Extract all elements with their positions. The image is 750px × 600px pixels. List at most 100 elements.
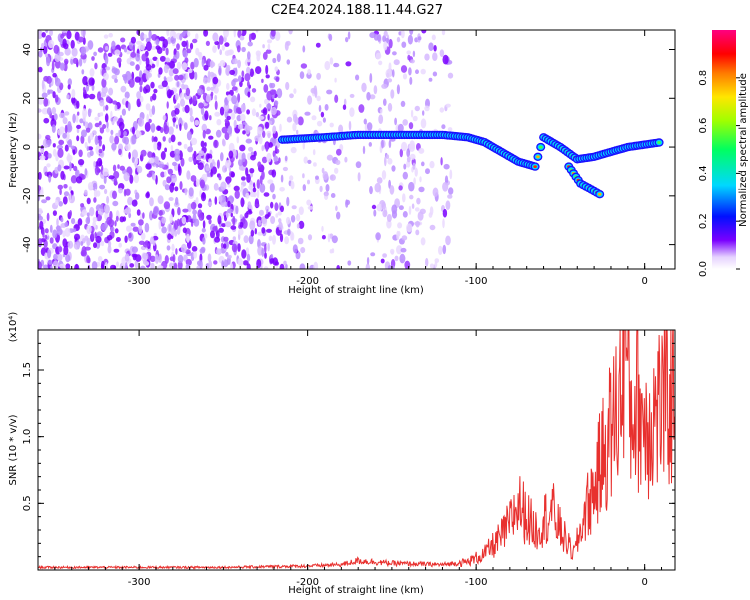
noise-speckle <box>151 34 158 41</box>
noise-speckle <box>269 89 276 95</box>
noise-speckle <box>267 242 270 252</box>
noise-speckle <box>127 102 131 112</box>
noise-speckle <box>60 170 65 180</box>
noise-speckle <box>241 46 246 53</box>
noise-speckle <box>221 45 225 51</box>
noise-speckle <box>192 213 197 224</box>
noise-speckle <box>254 203 260 208</box>
noise-speckle <box>159 55 166 62</box>
noise-speckle <box>442 244 447 255</box>
noise-speckle <box>140 149 147 157</box>
noise-speckle <box>257 231 263 236</box>
noise-speckle <box>357 172 361 182</box>
noise-speckle <box>184 187 188 196</box>
noise-speckle <box>249 168 255 174</box>
noise-speckle <box>49 224 53 233</box>
noise-speckle <box>420 68 426 75</box>
noise-speckle <box>47 89 51 95</box>
noise-speckle <box>91 261 98 269</box>
noise-speckle <box>240 103 246 113</box>
noise-speckle <box>278 157 281 164</box>
snr-x-tick-label: -300 <box>128 577 151 588</box>
noise-speckle <box>270 216 276 224</box>
noise-speckle <box>191 246 198 252</box>
noise-speckle <box>216 119 222 126</box>
noise-speckle <box>167 36 172 45</box>
noise-speckle <box>121 108 126 116</box>
noise-speckle <box>322 117 326 123</box>
noise-speckle <box>114 104 118 112</box>
noise-speckle <box>147 151 153 158</box>
noise-speckle <box>227 208 234 214</box>
noise-speckle <box>54 77 61 87</box>
noise-speckle <box>193 150 197 159</box>
noise-speckle <box>41 79 45 90</box>
noise-speckle <box>102 167 109 177</box>
noise-speckle <box>239 80 243 88</box>
noise-speckle <box>316 95 321 102</box>
noise-speckle <box>120 85 127 93</box>
noise-speckle <box>280 205 284 213</box>
noise-speckle <box>284 155 288 162</box>
noise-speckle <box>134 76 141 83</box>
noise-speckle <box>220 181 227 191</box>
noise-speckle <box>382 209 388 218</box>
noise-speckle <box>204 233 208 239</box>
noise-speckle <box>404 260 411 269</box>
noise-speckle <box>52 229 58 239</box>
noise-speckle <box>267 132 271 139</box>
noise-speckle <box>274 261 280 266</box>
noise-speckle <box>233 30 236 38</box>
noise-speckle <box>131 134 137 145</box>
noise-speckle <box>78 36 84 43</box>
noise-speckle <box>392 69 395 78</box>
noise-speckle <box>406 223 413 233</box>
noise-speckle <box>205 40 210 47</box>
noise-speckle <box>175 248 178 255</box>
noise-speckle <box>52 72 57 78</box>
snr-x-tick-label: -200 <box>296 577 319 588</box>
noise-speckle <box>236 136 240 144</box>
noise-speckle <box>303 156 308 164</box>
noise-speckle <box>246 253 251 262</box>
noise-speckle <box>94 135 99 146</box>
noise-speckle <box>369 186 373 195</box>
noise-speckle <box>285 81 290 91</box>
noise-speckle <box>125 142 131 152</box>
noise-speckle <box>173 262 178 269</box>
noise-speckle <box>88 185 94 191</box>
noise-speckle <box>214 111 221 117</box>
noise-speckle <box>227 125 233 135</box>
noise-speckle <box>67 84 71 90</box>
noise-speckle <box>445 235 451 246</box>
noise-speckle <box>278 218 282 224</box>
noise-speckle <box>118 129 121 137</box>
noise-speckle <box>92 216 98 223</box>
noise-speckle <box>256 179 260 189</box>
spectrogram-y-tick-label: 40 <box>22 43 33 56</box>
noise-speckle <box>363 118 367 125</box>
noise-speckle <box>140 32 145 42</box>
noise-speckle <box>93 188 98 198</box>
noise-speckle <box>291 232 295 241</box>
noise-speckle <box>81 246 87 256</box>
noise-speckle <box>43 264 49 269</box>
noise-speckle <box>170 174 177 184</box>
noise-speckle <box>146 173 153 178</box>
noise-speckle <box>99 127 105 134</box>
noise-speckle <box>424 105 430 112</box>
noise-speckle <box>80 241 84 246</box>
noise-speckle <box>330 193 336 198</box>
noise-speckle <box>87 108 92 118</box>
noise-speckle <box>97 91 101 101</box>
noise-speckle <box>63 245 69 256</box>
noise-speckle <box>188 156 193 163</box>
noise-speckle <box>128 232 132 239</box>
noise-speckle <box>241 70 245 78</box>
noise-speckle <box>412 50 416 57</box>
noise-speckle <box>185 233 190 243</box>
noise-speckle <box>345 37 349 43</box>
noise-speckle <box>408 205 412 215</box>
noise-speckle <box>386 219 392 229</box>
noise-speckle <box>72 228 77 233</box>
